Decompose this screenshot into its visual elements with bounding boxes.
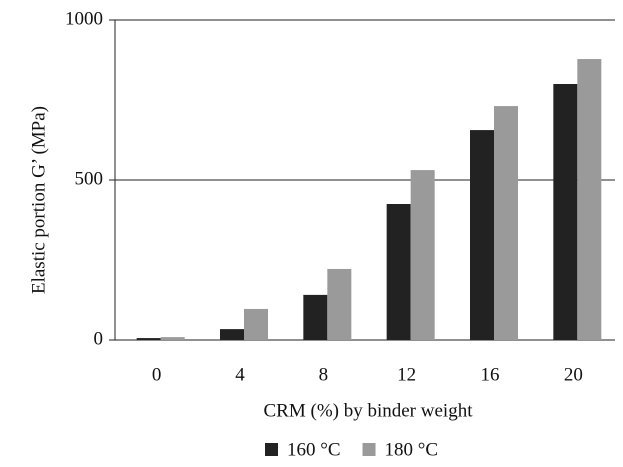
bar [244, 308, 268, 340]
x-tick-label: 16 [481, 364, 500, 385]
bar [470, 130, 494, 340]
bar [494, 106, 518, 340]
bar [410, 170, 435, 340]
y-axis-label: Elastic portion G’ (MPa) [28, 106, 49, 294]
x-tick-label: 20 [564, 364, 583, 385]
bar [327, 268, 352, 340]
bar [553, 84, 578, 340]
bar [577, 59, 602, 340]
bar [386, 204, 411, 340]
x-tick-label: 12 [397, 364, 416, 385]
x-tick-label: 0 [152, 364, 162, 385]
legend-swatch [265, 443, 278, 456]
legend-label: 160 °C [287, 439, 341, 460]
x-tick-label: 8 [319, 364, 329, 385]
y-tick-label: 1000 [65, 8, 103, 29]
bar [160, 337, 185, 340]
legend-swatch [362, 443, 376, 456]
bar [220, 329, 244, 340]
x-tick-label: 4 [235, 364, 245, 385]
bar [136, 338, 161, 340]
bar [303, 294, 328, 340]
y-tick-label: 500 [75, 168, 104, 189]
legend-label: 180 °C [385, 439, 439, 460]
y-tick-label: 0 [94, 328, 104, 349]
x-axis-label: CRM (%) by binder weight [264, 400, 474, 421]
